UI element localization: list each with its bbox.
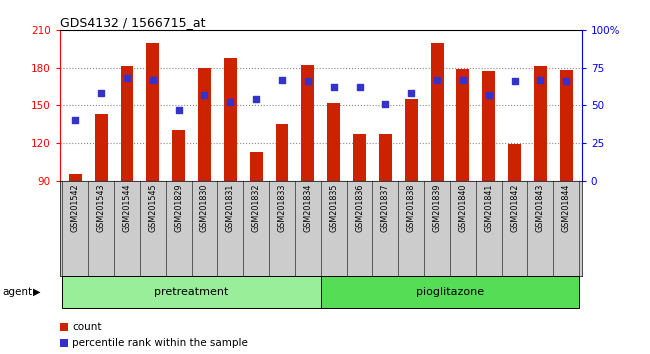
Text: GSM201831: GSM201831 — [226, 183, 235, 232]
Text: GSM201834: GSM201834 — [304, 183, 313, 232]
Text: GSM201544: GSM201544 — [122, 183, 131, 232]
Point — [328, 84, 339, 90]
Text: GSM201542: GSM201542 — [71, 183, 80, 232]
Text: GSM201829: GSM201829 — [174, 183, 183, 232]
Point — [354, 84, 365, 90]
Text: GSM201842: GSM201842 — [510, 183, 519, 232]
Text: percentile rank within the sample: percentile rank within the sample — [72, 338, 248, 348]
Bar — [379, 134, 392, 181]
Text: GSM201843: GSM201843 — [536, 183, 545, 232]
Bar — [120, 67, 133, 181]
Text: GSM201838: GSM201838 — [407, 183, 416, 232]
Text: GSM201830: GSM201830 — [200, 183, 209, 232]
Bar — [508, 144, 521, 181]
Point — [96, 90, 107, 96]
Point — [122, 75, 132, 81]
Bar — [327, 103, 340, 181]
Text: GDS4132 / 1566715_at: GDS4132 / 1566715_at — [60, 16, 205, 29]
Bar — [224, 58, 237, 181]
Point — [406, 90, 417, 96]
Point — [535, 77, 545, 82]
Bar — [276, 124, 289, 181]
Bar — [560, 70, 573, 181]
Text: ▶: ▶ — [32, 287, 40, 297]
Bar — [320, 276, 579, 308]
Bar — [69, 174, 82, 181]
Point — [458, 77, 468, 82]
Text: GSM201837: GSM201837 — [381, 183, 390, 232]
Point — [200, 92, 210, 98]
Bar — [430, 42, 443, 181]
Text: GSM201833: GSM201833 — [278, 183, 287, 232]
Bar — [482, 72, 495, 181]
Bar — [302, 65, 315, 181]
Text: GSM201543: GSM201543 — [97, 183, 106, 232]
Text: GSM201844: GSM201844 — [562, 183, 571, 232]
Bar — [62, 276, 320, 308]
Bar — [146, 42, 159, 181]
Bar — [534, 67, 547, 181]
Point — [432, 77, 442, 82]
Text: pioglitazone: pioglitazone — [416, 287, 484, 297]
Bar — [405, 99, 418, 181]
Text: agent: agent — [3, 287, 32, 297]
Point — [148, 77, 158, 82]
Point — [561, 79, 571, 84]
Bar — [95, 114, 108, 181]
Point — [510, 79, 520, 84]
Bar — [353, 134, 366, 181]
Text: pretreatment: pretreatment — [155, 287, 229, 297]
Point — [277, 77, 287, 82]
Text: GSM201841: GSM201841 — [484, 183, 493, 232]
Point — [303, 79, 313, 84]
Bar — [250, 152, 263, 181]
Point — [484, 92, 494, 98]
Bar — [172, 130, 185, 181]
Bar — [456, 69, 469, 181]
Point — [174, 107, 184, 113]
Bar — [198, 68, 211, 181]
Point — [380, 101, 391, 107]
Point — [225, 99, 235, 105]
Text: GSM201545: GSM201545 — [148, 183, 157, 232]
Text: GSM201839: GSM201839 — [432, 183, 441, 232]
Text: GSM201835: GSM201835 — [329, 183, 338, 232]
Point — [251, 96, 261, 102]
Text: GSM201840: GSM201840 — [458, 183, 467, 232]
Text: count: count — [72, 322, 101, 332]
Point — [70, 118, 81, 123]
Text: GSM201836: GSM201836 — [355, 183, 364, 232]
Text: GSM201832: GSM201832 — [252, 183, 261, 232]
